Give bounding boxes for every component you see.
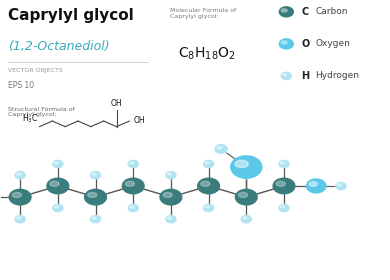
Ellipse shape — [231, 156, 262, 178]
Ellipse shape — [54, 162, 58, 164]
Ellipse shape — [129, 162, 134, 164]
Ellipse shape — [15, 171, 25, 179]
Ellipse shape — [92, 217, 96, 219]
Ellipse shape — [160, 189, 182, 205]
Ellipse shape — [90, 171, 101, 179]
Ellipse shape — [243, 173, 247, 175]
Ellipse shape — [122, 178, 144, 194]
Ellipse shape — [309, 182, 317, 186]
Ellipse shape — [167, 217, 172, 219]
Text: C: C — [301, 7, 308, 17]
Text: EPS 10: EPS 10 — [9, 81, 35, 90]
Ellipse shape — [337, 184, 342, 186]
Ellipse shape — [88, 192, 97, 197]
Ellipse shape — [201, 181, 210, 186]
Ellipse shape — [47, 178, 69, 194]
Ellipse shape — [53, 204, 63, 212]
Text: H: H — [301, 71, 309, 81]
Ellipse shape — [280, 162, 285, 164]
Ellipse shape — [54, 206, 58, 208]
Ellipse shape — [238, 192, 248, 197]
Ellipse shape — [125, 181, 135, 186]
Ellipse shape — [92, 173, 96, 175]
Ellipse shape — [204, 204, 214, 212]
Ellipse shape — [215, 145, 227, 153]
Ellipse shape — [217, 146, 222, 149]
Ellipse shape — [90, 216, 101, 223]
Ellipse shape — [204, 160, 214, 168]
Ellipse shape — [128, 204, 138, 212]
Text: Molecular Formula of
Caprylyl glycol:: Molecular Formula of Caprylyl glycol: — [170, 8, 236, 19]
Text: Caprylyl glycol: Caprylyl glycol — [9, 8, 134, 23]
Ellipse shape — [307, 179, 326, 193]
Ellipse shape — [16, 217, 21, 219]
Ellipse shape — [273, 178, 295, 194]
Ellipse shape — [336, 182, 346, 190]
Ellipse shape — [236, 189, 257, 205]
Ellipse shape — [166, 171, 176, 179]
Ellipse shape — [15, 216, 25, 223]
Ellipse shape — [276, 181, 285, 186]
Ellipse shape — [50, 181, 59, 186]
Ellipse shape — [205, 162, 209, 164]
Ellipse shape — [281, 9, 287, 12]
Ellipse shape — [163, 192, 172, 197]
Ellipse shape — [205, 206, 209, 208]
Ellipse shape — [279, 204, 289, 212]
Ellipse shape — [166, 216, 176, 223]
Ellipse shape — [235, 160, 248, 167]
Ellipse shape — [281, 41, 287, 44]
Text: Oxygen: Oxygen — [316, 39, 350, 48]
Ellipse shape — [85, 189, 106, 205]
Ellipse shape — [279, 7, 293, 17]
Ellipse shape — [279, 39, 293, 49]
Text: OH: OH — [111, 99, 122, 108]
Ellipse shape — [53, 160, 63, 168]
Text: Hydrogen: Hydrogen — [316, 71, 360, 80]
Ellipse shape — [128, 160, 138, 168]
Ellipse shape — [167, 173, 172, 175]
Ellipse shape — [9, 189, 31, 205]
Text: Carbon: Carbon — [316, 7, 348, 16]
Text: $\mathrm{H_3C}$: $\mathrm{H_3C}$ — [22, 113, 38, 125]
Ellipse shape — [198, 178, 220, 194]
Text: $\mathrm{C_8H_{18}O_2}$: $\mathrm{C_8H_{18}O_2}$ — [177, 45, 236, 62]
Ellipse shape — [283, 74, 287, 76]
Ellipse shape — [241, 171, 251, 179]
Ellipse shape — [241, 216, 251, 223]
Ellipse shape — [16, 173, 21, 175]
Ellipse shape — [12, 192, 21, 197]
Ellipse shape — [280, 206, 285, 208]
Text: O: O — [301, 39, 309, 49]
Text: VECTOR OBJECTS: VECTOR OBJECTS — [9, 67, 63, 73]
Ellipse shape — [279, 160, 289, 168]
Text: OH: OH — [134, 116, 145, 125]
Text: Structural Formula of
Caprylyl glycol:: Structural Formula of Caprylyl glycol: — [9, 107, 75, 117]
Ellipse shape — [243, 217, 247, 219]
Ellipse shape — [281, 72, 291, 80]
Ellipse shape — [129, 206, 134, 208]
Text: (1,2-Octanediol): (1,2-Octanediol) — [9, 40, 110, 53]
